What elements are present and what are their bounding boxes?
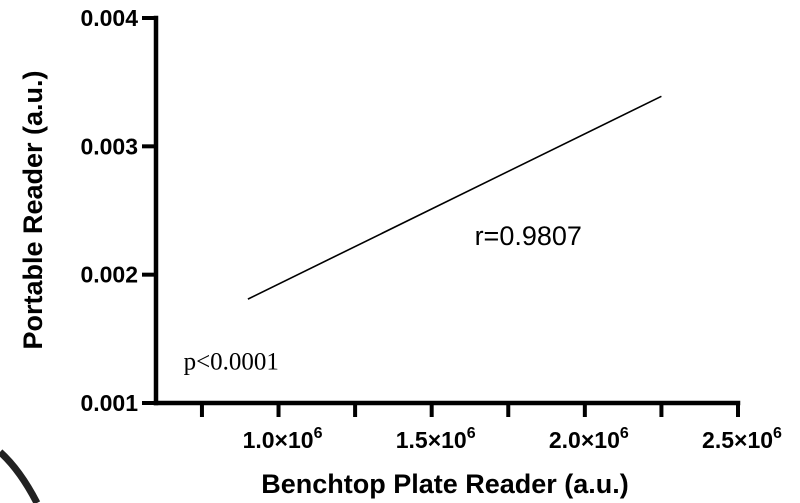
series: [247, 95, 662, 300]
x-tick-exponent: 6: [620, 425, 629, 442]
x-tick-label: 1.0×106: [243, 425, 323, 453]
x-tick-mantissa: 1.5×10: [396, 427, 467, 453]
y-tick-label: 0.001: [80, 390, 138, 416]
x-tick-exponent: 6: [314, 425, 323, 442]
x-tick-mantissa: 2.5×10: [702, 427, 773, 453]
x-tick-exponent: 6: [773, 425, 782, 442]
x-axis-title: Benchtop Plate Reader (a.u.): [261, 469, 629, 499]
corner-decoration: [0, 449, 41, 503]
x-tick-label: 2.0×106: [549, 425, 629, 453]
y-axis-title: Portable Reader (a.u.): [18, 70, 48, 349]
fit-line: [247, 95, 662, 300]
x-tick-mantissa: 2.0×10: [549, 427, 620, 453]
x-tick-mantissa: 1.0×10: [243, 427, 314, 453]
r-value-annotation: r=0.9807: [475, 221, 582, 251]
y-tick-label: 0.003: [80, 133, 138, 159]
p-value-annotation: p<0.0001: [184, 349, 279, 376]
axes: [153, 15, 741, 406]
x-tick-label: 1.5×106: [396, 425, 476, 453]
annotations: r=0.9807 p<0.0001: [184, 221, 582, 375]
y-tick-label: 0.004: [80, 5, 138, 31]
y-tick-label: 0.002: [80, 262, 138, 288]
x-tick-label: 2.5×106: [702, 425, 782, 453]
x-tick-exponent: 6: [467, 425, 476, 442]
